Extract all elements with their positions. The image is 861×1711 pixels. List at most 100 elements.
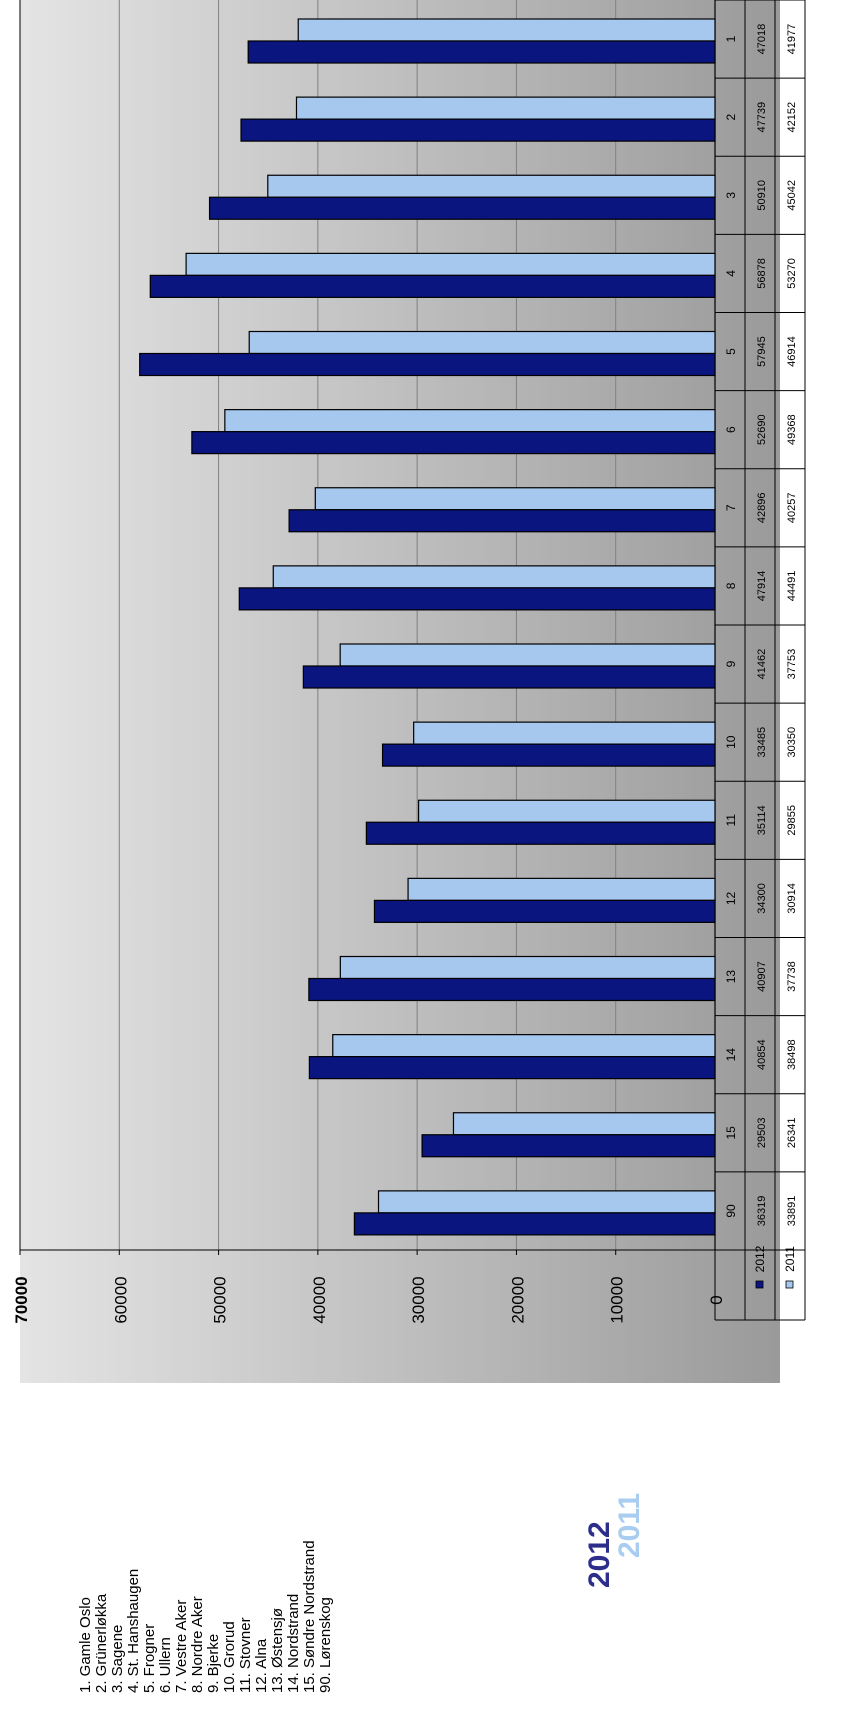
category-label: 2 — [724, 114, 738, 121]
tick-label: 30000 — [409, 1276, 428, 1323]
category-label: 14 — [724, 1048, 738, 1062]
district-list: 1. Gamle Oslo 2. Grünerløkka 3. Sagene 4… — [77, 1540, 334, 1693]
legend-2011-swatch — [785, 1280, 794, 1289]
legend-2011-label: 2011 — [783, 1246, 797, 1272]
data-label-2012: 33485 — [756, 727, 768, 758]
data-label-2012: 41462 — [756, 649, 768, 680]
category-label: 11 — [724, 814, 738, 827]
bar-2011 — [314, 487, 716, 511]
bar-2011 — [417, 799, 716, 823]
tick-label: 40000 — [310, 1276, 329, 1323]
data-label-2012: 35114 — [756, 805, 768, 835]
bar-2012 — [302, 665, 716, 689]
category-label: 15 — [724, 1126, 738, 1140]
district-label: 15. Søndre Nordstrand — [301, 1540, 318, 1693]
district-label: 9. Bjerke — [205, 1633, 222, 1693]
category-label: 8 — [724, 582, 738, 589]
bar-2011 — [339, 955, 716, 980]
district-label: 7. Vestre Aker — [173, 1599, 190, 1693]
data-label-2011: 37738 — [786, 961, 798, 992]
data-label-2012: 47914 — [756, 571, 768, 602]
bar-2012 — [208, 196, 716, 220]
data-label-2012: 56878 — [756, 258, 768, 289]
bar-2012 — [308, 977, 716, 1002]
bar-2011 — [377, 1190, 716, 1214]
year-title-2011: 2011 — [613, 1492, 646, 1558]
data-label-2011: 53270 — [786, 258, 798, 289]
data-label-2011: 41977 — [786, 24, 798, 55]
category-label: 12 — [724, 891, 738, 905]
bar-2011 — [267, 174, 716, 198]
data-label-2011: 49368 — [786, 414, 798, 445]
tick-label: 50000 — [211, 1276, 230, 1323]
data-label-2012: 29503 — [756, 1118, 768, 1149]
bar-2012 — [353, 1212, 716, 1236]
bar-2011 — [185, 252, 716, 276]
bar-2011 — [248, 330, 716, 355]
bar-2011 — [413, 721, 716, 745]
district-label: 10. Grorud — [221, 1621, 238, 1693]
category-label: 7 — [724, 504, 738, 511]
data-label-2012: 36319 — [756, 1196, 768, 1227]
bar-2012 — [247, 40, 716, 64]
bar-2011 — [224, 409, 716, 433]
bar-2012 — [191, 431, 716, 455]
bar-2012 — [308, 1056, 716, 1080]
category-label: 90 — [724, 1204, 738, 1218]
district-label: 6. Ullern — [157, 1637, 174, 1693]
tick-label: 0 — [707, 1295, 726, 1304]
data-label-2012: 57945 — [756, 336, 768, 367]
data-label-2012: 34300 — [756, 883, 768, 914]
bar-2012 — [421, 1134, 716, 1158]
data-label-2011: 30350 — [786, 727, 798, 758]
data-label-2011: 42152 — [786, 102, 798, 133]
data-label-2012: 47018 — [756, 24, 768, 55]
data-label-2011: 46914 — [786, 336, 798, 367]
bar-2012 — [381, 743, 716, 767]
tick-label: 70000 — [12, 1276, 31, 1323]
bar-2012 — [288, 509, 716, 533]
district-label: 90. Lørenskog — [317, 1597, 334, 1693]
bar-2011 — [295, 96, 716, 120]
district-label: 1. Gamle Oslo — [77, 1597, 94, 1693]
district-label: 13. Østensjø — [269, 1607, 286, 1693]
data-label-2012: 40854 — [756, 1039, 768, 1070]
category-label: 9 — [724, 660, 738, 667]
district-label: 4. St. Hanshaugen — [125, 1568, 142, 1693]
category-label: 10 — [724, 735, 738, 749]
tick-label: 20000 — [508, 1276, 527, 1323]
bar-2011 — [272, 565, 716, 589]
category-label: 4 — [724, 270, 738, 277]
bar-2012 — [240, 118, 716, 142]
data-label-2011: 26341 — [786, 1118, 798, 1149]
data-label-2012: 42896 — [756, 493, 768, 524]
data-label-2011: 33891 — [786, 1196, 798, 1227]
data-label-2012: 47739 — [756, 102, 768, 133]
district-label: 2. Grünerløkka — [93, 1593, 110, 1693]
district-label: 11. Stovner — [237, 1617, 254, 1693]
district-label: 3. Sagene — [109, 1624, 126, 1693]
bar-2012 — [365, 821, 716, 845]
tick-label: 60000 — [111, 1276, 130, 1323]
axis-ticks: 0 10000 20000 30000 40000 50000 60000 70000 — [12, 1276, 726, 1323]
data-label-2011: 45042 — [786, 180, 798, 211]
data-table: 1 47018 41977 2 47739 42152 3 50910 45042 4 56878 5… — [714, 0, 806, 1321]
bar-2012 — [373, 899, 716, 923]
bar-2011 — [407, 877, 716, 901]
data-label-2011: 30914 — [786, 883, 798, 914]
district-label: 8. Nordre Aker — [189, 1596, 206, 1693]
bar-2011 — [452, 1112, 716, 1136]
category-label: 1 — [724, 35, 738, 42]
bar-2012 — [238, 587, 716, 611]
data-label-2011: 40257 — [786, 493, 798, 524]
data-label-2012: 52690 — [756, 414, 768, 445]
bar-2011 — [339, 643, 716, 667]
data-label-2012: 40907 — [756, 961, 768, 992]
category-label: 13 — [724, 970, 738, 984]
legend-2012-label: 2012 — [753, 1245, 767, 1272]
bar-2011 — [297, 18, 716, 42]
category-label: 5 — [724, 348, 738, 355]
bar-2012 — [149, 274, 716, 298]
category-label: 3 — [724, 192, 738, 199]
